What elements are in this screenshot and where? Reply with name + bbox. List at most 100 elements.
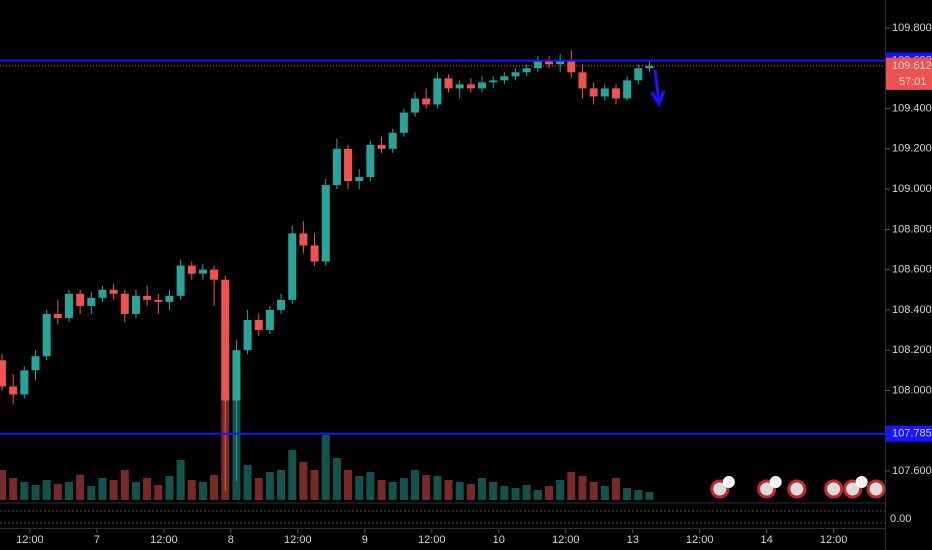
candle-body	[589, 88, 598, 97]
event-badge	[769, 476, 782, 488]
y-tick-label: 108.600	[892, 264, 932, 276]
candle-body	[478, 82, 487, 89]
candle-body	[265, 309, 274, 331]
volume-bar	[645, 492, 654, 500]
volume-bar	[31, 485, 40, 500]
candle-body	[544, 60, 553, 65]
volume-bar	[399, 478, 408, 500]
x-tick-label: 14	[761, 534, 773, 546]
candle-body	[355, 177, 364, 182]
volume-bar	[500, 486, 509, 500]
event-icon	[824, 479, 844, 499]
volume-bar	[544, 486, 553, 500]
event-count: 11	[857, 476, 866, 486]
candle-body	[433, 78, 442, 105]
candle-body	[567, 60, 576, 73]
last-price-tag	[886, 57, 932, 90]
event-badge	[855, 476, 868, 488]
volume-bar	[165, 476, 174, 500]
candle-body	[623, 80, 632, 99]
candle-body	[377, 144, 386, 149]
candle-body	[288, 233, 297, 300]
volume-bar	[611, 478, 620, 500]
volume-bar	[377, 480, 386, 500]
volume-bar	[20, 482, 29, 500]
volume-bar	[600, 486, 609, 500]
volume-bar	[411, 470, 420, 500]
event-icon	[787, 479, 807, 499]
level-tag	[886, 425, 932, 442]
candle-body	[0, 360, 7, 387]
arrow	[650, 69, 666, 108]
volume-bar	[187, 480, 196, 500]
volume-bar	[98, 478, 107, 500]
candle-body	[187, 265, 196, 274]
x-tick-label: 12:00	[552, 534, 580, 546]
candle-body	[388, 132, 397, 149]
volume-bar	[87, 486, 96, 500]
volume-bar	[198, 482, 207, 500]
candle-body	[444, 78, 453, 89]
candle-body	[422, 98, 431, 105]
candle-body	[176, 265, 185, 296]
candle-body	[9, 386, 18, 395]
volume-bar	[9, 478, 18, 500]
y-tick-label: 108.200	[892, 344, 932, 356]
volume-bar	[288, 450, 297, 500]
candle-body	[366, 144, 375, 178]
x-tick-label: 9	[362, 534, 368, 546]
price-pane	[0, 50, 654, 492]
candle-body	[64, 293, 73, 318]
volume-bar	[0, 470, 7, 500]
x-tick-label: 12:00	[284, 534, 312, 546]
volume-bar	[433, 476, 442, 500]
y-tick-label: 109.400	[892, 102, 932, 114]
volume-bar	[332, 458, 341, 500]
volume-bar	[589, 482, 598, 500]
candle-body	[455, 84, 464, 89]
volume-bar	[131, 482, 140, 500]
volume-bar	[120, 470, 129, 500]
candle-body	[511, 72, 520, 77]
candle-body	[221, 279, 230, 401]
volume-bar	[511, 488, 520, 500]
candle-body	[500, 76, 509, 81]
x-tick-label: 12:00	[16, 534, 44, 546]
volume-bar	[444, 480, 453, 500]
candle-body	[344, 148, 353, 182]
volume-bar	[634, 490, 643, 500]
x-tick-label: 12:00	[418, 534, 446, 546]
volume-bar	[344, 470, 353, 500]
candle-body	[243, 319, 252, 351]
event-count: 3	[726, 476, 731, 486]
candle-body	[165, 295, 174, 302]
volume-bar	[466, 484, 475, 500]
volume-bar	[533, 490, 542, 500]
volume-bar	[310, 470, 319, 500]
candle-body	[31, 356, 40, 371]
volume-bar	[42, 480, 51, 500]
candle-body	[210, 269, 219, 280]
candle-body	[120, 293, 129, 314]
y-tick-label: 109.000	[892, 183, 932, 195]
event-badge	[722, 476, 735, 488]
candle-body	[321, 185, 330, 262]
x-tick-label: 8	[228, 534, 234, 546]
candle-body	[310, 245, 319, 262]
volume-bar	[299, 462, 308, 500]
x-tick-label: 10	[493, 534, 505, 546]
candle-body	[299, 233, 308, 246]
candle-body	[198, 269, 207, 274]
event-icon	[866, 479, 886, 499]
volume-bar	[176, 460, 185, 500]
candle-body	[277, 299, 286, 310]
volume-bar	[143, 478, 152, 500]
y-tick-label: 109.800	[892, 22, 932, 34]
candle-body	[399, 112, 408, 133]
x-tick-label: 13	[627, 534, 639, 546]
candle-body	[131, 295, 140, 314]
volume-bar	[489, 482, 498, 500]
candle-body	[254, 319, 263, 331]
